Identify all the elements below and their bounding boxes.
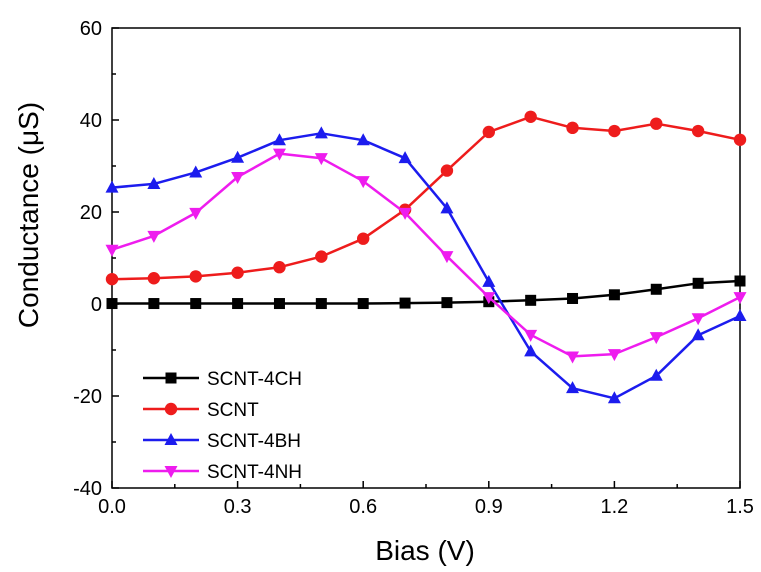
x-tick-label: 0.9 (475, 496, 503, 518)
data-point (608, 125, 620, 137)
data-point (400, 298, 411, 309)
data-point (650, 117, 662, 129)
data-point (107, 298, 118, 309)
legend-label: SCNT-4NH (207, 462, 302, 483)
data-point (315, 153, 328, 165)
series-line-3 (112, 133, 740, 398)
y-tick-label: 60 (80, 18, 102, 40)
data-point (232, 298, 243, 309)
x-tick-label: 0.3 (224, 496, 252, 518)
data-point (190, 298, 201, 309)
data-point (231, 267, 243, 279)
x-axis-title: Bias (V) (375, 535, 475, 566)
data-point (692, 125, 704, 137)
data-point (148, 272, 160, 284)
y-tick-label: -40 (73, 478, 102, 500)
data-point (106, 245, 119, 257)
data-point (735, 276, 746, 287)
y-tick-label: 0 (91, 294, 102, 316)
data-point (734, 309, 747, 321)
y-axis-title: Conductance (μS) (13, 102, 44, 328)
data-point (524, 111, 536, 123)
data-point (357, 176, 370, 188)
series-line-2 (112, 117, 740, 279)
data-point (358, 298, 369, 309)
x-tick-label: 0.6 (349, 496, 377, 518)
data-point (274, 298, 285, 309)
y-tick-label: 20 (80, 202, 102, 224)
legend-marker (166, 373, 177, 384)
x-tick-label: 1.5 (726, 496, 754, 518)
data-point (567, 293, 578, 304)
data-point (441, 164, 453, 176)
data-point (148, 298, 159, 309)
legend-label: SCNT-4CH (207, 369, 302, 390)
legend-label: SCNT-4BH (207, 431, 301, 452)
y-tick-label: 40 (80, 110, 102, 132)
data-point (315, 126, 328, 138)
data-point (734, 134, 746, 146)
legend-marker (165, 403, 177, 415)
data-point (651, 284, 662, 295)
data-point (693, 278, 704, 289)
data-point (566, 122, 578, 134)
data-point (315, 250, 327, 262)
series-line-1 (112, 281, 740, 304)
data-point (483, 126, 495, 138)
data-point (482, 275, 495, 287)
data-point (525, 295, 536, 306)
data-point (273, 261, 285, 273)
data-point (357, 232, 369, 244)
plot-area: 0.0 0.3 0.6 0.9 1.2 1.5 -40 -20 0 20 40 60 SCNT-4CH S… (73, 18, 754, 518)
data-point (189, 208, 202, 220)
legend-label: SCNT (207, 400, 259, 421)
data-point (190, 270, 202, 282)
data-point (316, 298, 327, 309)
data-point (609, 289, 620, 300)
x-tick-label: 0.0 (98, 496, 126, 518)
x-tick-label: 1.2 (600, 496, 628, 518)
data-point (441, 297, 452, 308)
y-tick-label: -20 (73, 386, 102, 408)
data-point (106, 273, 118, 285)
data-point (566, 351, 579, 363)
